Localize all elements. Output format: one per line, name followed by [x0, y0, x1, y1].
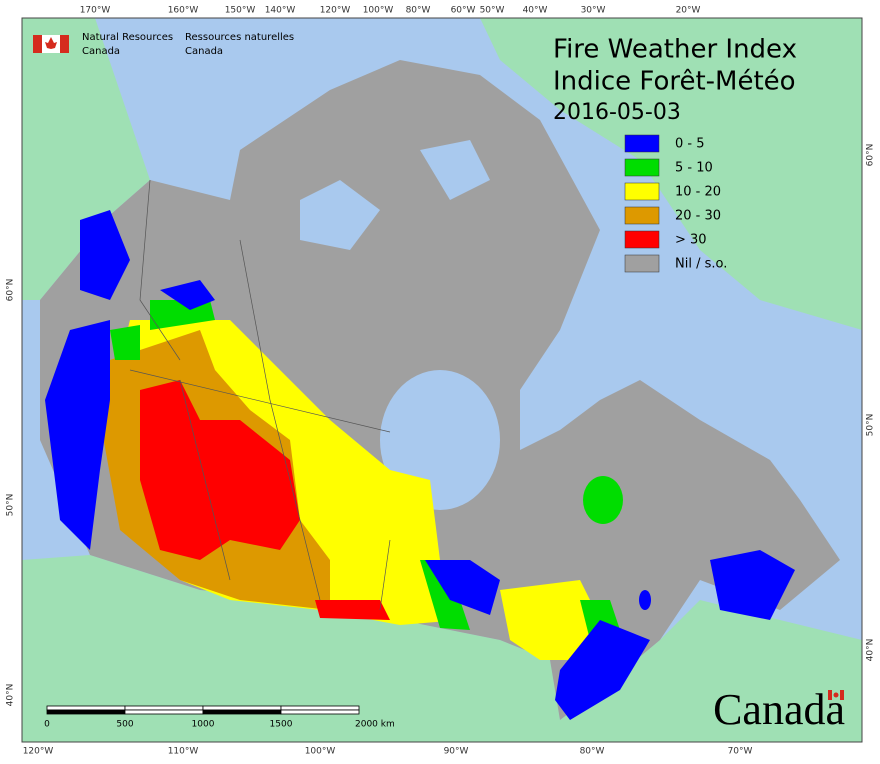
fwi-region — [710, 550, 795, 620]
map-frame — [21, 17, 863, 743]
fwi-region — [150, 300, 215, 330]
scale-label: 0 — [44, 720, 50, 730]
scale-segment — [202, 705, 282, 711]
agency-fr: Canada — [185, 46, 223, 57]
graticule-label: 70°W — [728, 747, 753, 757]
greenland — [480, 18, 862, 330]
graticule-label: 60°N — [6, 279, 16, 302]
legend-swatch — [624, 182, 660, 201]
fwi-regions — [45, 210, 795, 720]
fwi-region — [500, 580, 600, 660]
agency-fr: Ressources naturelles — [185, 32, 294, 43]
usa — [22, 555, 862, 742]
scale-segment — [280, 709, 360, 715]
fwi-region — [583, 476, 623, 524]
graticule-label: 40°N — [866, 639, 876, 662]
logo — [33, 35, 69, 53]
legend-swatch — [624, 206, 660, 225]
fwi-region — [420, 560, 470, 630]
graticule-label: 50°N — [6, 494, 16, 517]
flag-bar — [33, 35, 42, 53]
graticule-label: 120°W — [23, 747, 54, 757]
graticule-label: 160°W — [168, 6, 199, 16]
legend-swatch — [624, 230, 660, 249]
date: 2016-05-03 — [553, 100, 681, 125]
graticule-label: 90°W — [444, 747, 469, 757]
legend-label: > 30 — [675, 233, 707, 248]
graticule-label: 150°W — [225, 6, 256, 16]
scale-label: 1000 — [192, 720, 215, 730]
fwi-region — [80, 210, 130, 300]
legend-swatch — [624, 254, 660, 273]
fwi-region — [639, 590, 651, 610]
legend-label: Nil / s.o. — [675, 257, 727, 272]
boundaries — [129, 179, 391, 611]
alaska — [22, 18, 150, 300]
fwi-region — [160, 280, 215, 310]
boundary — [239, 239, 321, 601]
graticule-label: 170°W — [80, 6, 111, 16]
graticule-label: 100°W — [363, 6, 394, 16]
fwi-region — [110, 325, 140, 360]
graticule-label: 60°N — [866, 144, 876, 167]
wordmark-flag — [828, 690, 844, 700]
flag-bar — [828, 690, 832, 700]
legend-label: 10 - 20 — [675, 185, 721, 200]
flag-bar — [840, 690, 844, 700]
arctic-channel — [420, 140, 490, 200]
legend-swatch — [624, 158, 660, 177]
flag-leaf — [45, 37, 57, 49]
scale-segment — [124, 709, 204, 715]
graticule-label: 50°N — [866, 414, 876, 437]
scale-label: 500 — [116, 720, 133, 730]
scale-segment — [46, 705, 126, 711]
boundary — [379, 539, 391, 611]
legend-label: 0 - 5 — [675, 137, 705, 152]
legend-label: 5 - 10 — [675, 161, 713, 176]
graticule-label: 50°W — [480, 6, 505, 16]
graticule-label: 80°W — [580, 747, 605, 757]
fwi-region — [425, 560, 500, 615]
boundary — [139, 179, 181, 361]
graticule-label: 110°W — [168, 747, 199, 757]
scale-label: 1500 — [270, 720, 293, 730]
graticule-label: 20°W — [676, 6, 701, 16]
graticule-label: 60°W — [451, 6, 476, 16]
fwi-region — [140, 380, 300, 560]
wordmark: Canada — [713, 685, 845, 734]
graticule-label: 40°W — [523, 6, 548, 16]
frame-border — [21, 17, 863, 743]
graticule-label: 40°N — [6, 684, 16, 707]
graticule-label: 140°W — [265, 6, 296, 16]
arctic-channel — [300, 180, 380, 250]
flag-leaf — [833, 692, 839, 698]
graticule-label: 80°W — [406, 6, 431, 16]
graticule-label: 120°W — [320, 6, 351, 16]
graticule-label: 30°W — [581, 6, 606, 16]
agency-en: Natural Resources — [82, 32, 173, 43]
boundary — [179, 379, 231, 581]
scale-segment — [280, 705, 360, 711]
scale-bar: 0 500 1000 1500 2000 km — [44, 705, 395, 730]
boundary — [129, 369, 391, 433]
legend-label: 20 - 30 — [675, 209, 721, 224]
title: Fire Weather Index — [553, 35, 797, 65]
scale-label: 2000 km — [355, 720, 395, 730]
title: Indice Forêt-Météo — [553, 67, 796, 97]
fwi-region — [45, 320, 110, 550]
scale-segment — [46, 709, 126, 715]
graticule-labels: 170°W 160°W 150°W 140°W 120°W 100°W 80°W 60°W 50… — [6, 6, 876, 757]
scale-segment — [202, 709, 282, 715]
graticule-label: 100°W — [305, 747, 336, 757]
scale-segment — [124, 705, 204, 711]
fwi-region — [555, 620, 650, 720]
fwi-region — [315, 600, 390, 620]
flag-bar — [60, 35, 69, 53]
agency-en: Canada — [82, 46, 120, 57]
legend-swatch — [624, 134, 660, 153]
legend: 0 - 5 5 - 10 10 - 20 20 - 30 > 30 Nil / s.o. — [624, 134, 727, 273]
